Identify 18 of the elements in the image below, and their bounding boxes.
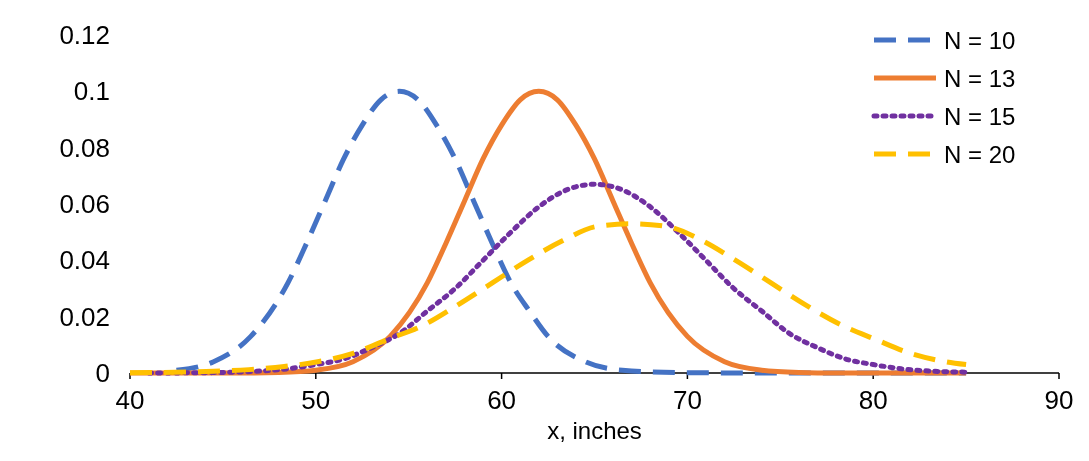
- y-tick-label: 0.06: [59, 189, 110, 219]
- legend-label: N = 13: [944, 65, 1016, 92]
- legend-label: N = 10: [944, 27, 1016, 54]
- x-tick-label: 70: [672, 385, 702, 415]
- x-tick-label: 80: [858, 385, 888, 415]
- legend-label: N = 20: [944, 141, 1016, 168]
- y-tick-label: 0.1: [73, 76, 110, 107]
- x-tick-label: 50: [301, 385, 331, 415]
- x-tick-label: 90: [1044, 385, 1074, 415]
- x-axis-title: x, inches: [547, 417, 642, 444]
- y-tick-label: 0: [95, 358, 110, 388]
- y-tick-label: 0.04: [59, 245, 110, 276]
- y-tick-label: 0.12: [59, 20, 110, 50]
- x-tick-label: 40: [115, 385, 145, 415]
- legend-label: N = 15: [944, 103, 1016, 130]
- x-tick-label: 60: [487, 385, 517, 415]
- y-tick-label: 0.02: [59, 301, 110, 332]
- y-tick-label: 0.08: [59, 132, 110, 163]
